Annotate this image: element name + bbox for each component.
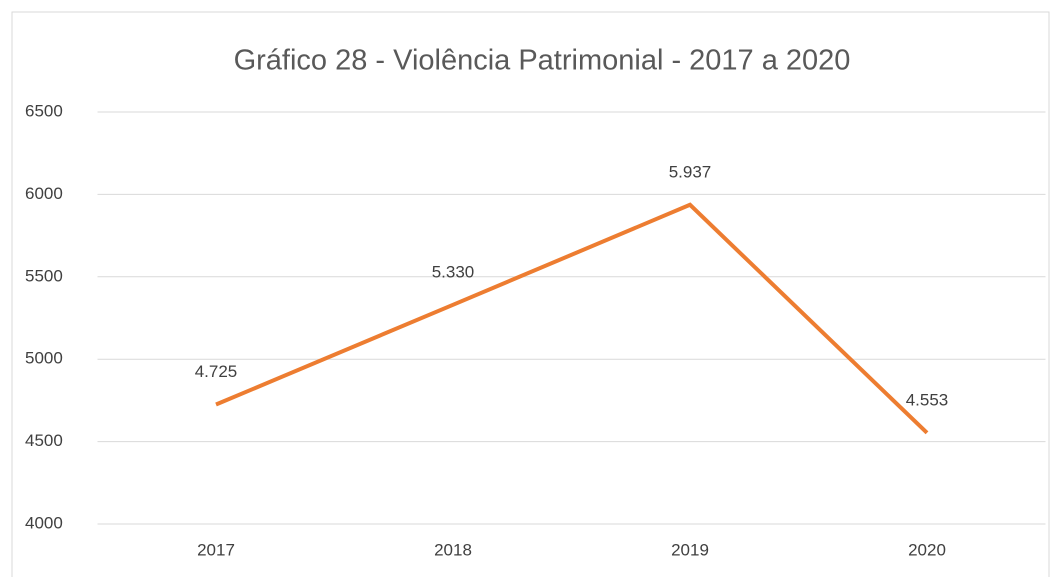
line-series — [215, 202, 929, 435]
y-tick-label: 6000 — [25, 184, 63, 203]
x-tick-label: 2017 — [197, 540, 235, 559]
y-tick-label: 5500 — [25, 266, 63, 285]
x-tick-label: 2019 — [671, 540, 709, 559]
data-label: 5.330 — [432, 262, 475, 281]
y-tick-label: 4500 — [25, 431, 63, 450]
y-tick-label: 4000 — [25, 513, 63, 532]
x-tick-label: 2018 — [434, 540, 472, 559]
data-label: 5.937 — [669, 162, 712, 181]
chart-border — [11, 11, 1050, 582]
chart-title: Gráfico 28 - Violência Patrimonial - 201… — [234, 45, 851, 77]
data-label: 4.725 — [195, 362, 238, 381]
x-tick-label: 2020 — [908, 540, 946, 559]
data-label: 4.553 — [906, 390, 949, 409]
y-tick-label: 6500 — [25, 101, 63, 120]
y-tick-label: 5000 — [25, 349, 63, 368]
